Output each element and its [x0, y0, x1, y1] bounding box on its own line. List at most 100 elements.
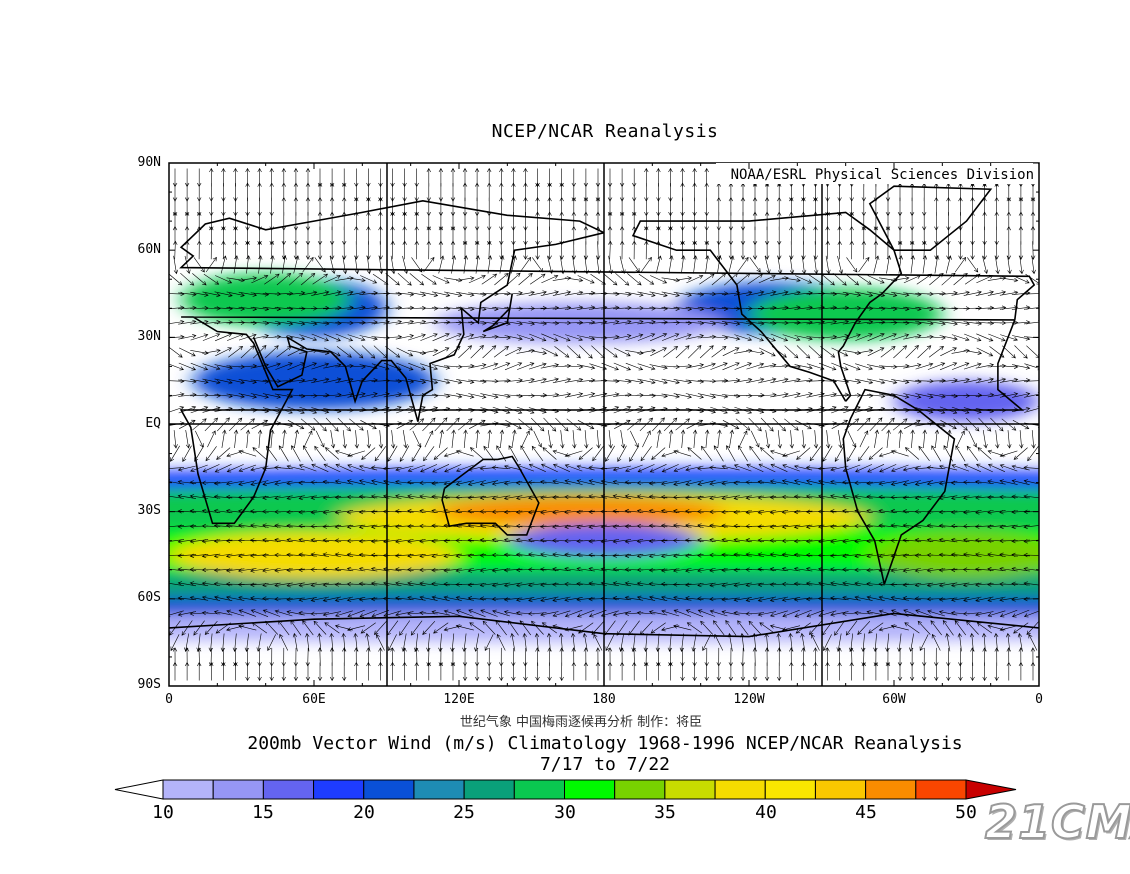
wind-vector-arrow	[1031, 430, 1036, 449]
wind-vector-arrow	[927, 378, 946, 383]
date-range: 7/17 to 7/22	[539, 754, 671, 775]
wind-vector-arrow	[315, 430, 325, 448]
wind-vector-arrow	[829, 567, 849, 572]
wind-vector-arrow	[527, 480, 547, 485]
wind-vector-arrow	[1012, 364, 1031, 370]
wind-vector-arrow	[169, 291, 185, 297]
wind-vector-arrow	[323, 377, 342, 384]
wind-vector-arrow	[270, 255, 275, 274]
wind-vector-arrow	[388, 634, 397, 652]
wind-vector-arrow	[830, 319, 850, 325]
wind-vector-arrow	[394, 524, 414, 529]
wind-vector-arrow	[387, 445, 398, 462]
wind-vector-arrow	[903, 393, 922, 399]
wind-vector-arrow	[542, 447, 557, 460]
wind-vector-arrow	[793, 509, 813, 515]
wind-vector-arrow	[958, 662, 963, 682]
wind-vector-arrow	[858, 256, 870, 273]
wind-vector-arrow	[250, 609, 269, 617]
wind-vector-arrow	[361, 345, 376, 359]
wind-vector-arrow	[1030, 661, 1036, 681]
wind-vector-arrow	[914, 480, 934, 486]
wind-vector-arrow	[890, 582, 910, 587]
wind-vector-arrow	[529, 333, 547, 342]
wind-vector-arrow	[311, 362, 330, 370]
wind-vector-arrow	[1023, 378, 1039, 383]
wind-vector-arrow	[769, 479, 789, 485]
wind-vector-arrow	[749, 445, 761, 461]
wind-vector-arrow	[233, 240, 238, 260]
wind-vector-arrow	[402, 240, 407, 260]
wind-vector-arrow	[540, 611, 559, 617]
wind-vector-arrow	[999, 450, 1018, 458]
wind-vector-arrow	[939, 290, 958, 296]
wind-vector-arrow	[636, 567, 656, 573]
wind-vector-arrow	[711, 346, 727, 358]
wind-vector-arrow	[419, 348, 439, 354]
wind-vector-arrow	[291, 445, 301, 462]
wind-vector-arrow	[184, 661, 190, 681]
wind-vector-arrow	[390, 661, 395, 681]
wind-vector-arrow	[879, 378, 898, 385]
wind-vector-arrow	[286, 464, 305, 471]
wind-vector-arrow	[951, 334, 970, 342]
wind-vector-arrow	[728, 662, 734, 682]
wind-vector-arrow	[825, 661, 830, 681]
wind-vector-arrow	[999, 538, 1018, 544]
colorbar-swatch	[363, 779, 415, 800]
wind-vector-arrow	[745, 567, 765, 572]
wind-vector-arrow	[214, 320, 233, 325]
wind-vector-arrow	[314, 445, 326, 461]
wind-vector-arrow	[834, 620, 846, 636]
wind-vector-arrow	[1023, 552, 1039, 558]
wind-vector-arrow	[528, 290, 547, 296]
wind-vector-arrow	[329, 632, 334, 652]
wind-vector-arrow	[456, 609, 474, 617]
wind-vector-arrow	[625, 362, 644, 371]
wind-vector-arrow	[905, 345, 919, 359]
wind-vector-arrow	[709, 335, 729, 340]
wind-vector-arrow	[444, 333, 462, 341]
wind-vector-arrow	[963, 463, 981, 472]
wind-vector-arrow	[758, 392, 777, 397]
wind-vector-arrow	[503, 568, 523, 573]
wind-vector-arrow	[970, 241, 975, 260]
wind-vector-arrow	[226, 291, 245, 298]
wind-vector-arrow	[342, 255, 348, 275]
wind-vector-arrow	[422, 620, 436, 635]
wind-speed-region	[894, 380, 1039, 422]
wind-vector-arrow	[940, 347, 957, 357]
wind-vector-arrow	[185, 430, 191, 449]
wind-vector-arrow	[955, 445, 966, 462]
wind-vector-arrow	[649, 378, 668, 385]
wind-vector-arrow	[975, 392, 995, 397]
wind-vector-arrow	[511, 429, 517, 448]
wind-vector-arrow	[302, 445, 313, 462]
wind-vector-arrow	[938, 568, 958, 573]
wind-vector-arrow	[349, 345, 364, 359]
wind-vector-arrow	[673, 624, 692, 631]
wind-vector-arrow	[431, 610, 450, 616]
wind-vector-arrow	[781, 538, 801, 544]
credit-box	[716, 163, 1038, 184]
wind-vector-arrow	[475, 240, 480, 260]
wind-vector-arrow	[794, 335, 813, 341]
wind-vector-arrow	[408, 333, 426, 341]
wind-vector-arrow	[214, 333, 233, 342]
wind-vector-arrow	[737, 620, 749, 636]
wind-vector-arrow	[625, 319, 644, 325]
wind-vector-arrow	[910, 255, 915, 274]
wind-vector-arrow	[190, 379, 209, 384]
wind-vector-arrow	[201, 567, 221, 573]
wind-vector-arrow	[878, 595, 897, 601]
wind-vector-arrow	[432, 364, 451, 370]
wind-vector-arrow	[684, 553, 704, 558]
plot-description: 200mb Vector Wind (m/s) Climatology 1968…	[247, 733, 963, 754]
wind-vector-arrow	[926, 596, 946, 602]
wind-vector-arrow	[746, 350, 765, 355]
wind-vector-arrow	[463, 429, 468, 449]
wind-vector-arrow	[636, 494, 656, 499]
wind-vector-arrow	[919, 634, 929, 652]
wind-vector-arrow	[942, 619, 954, 636]
wind-vector-arrow	[660, 480, 680, 486]
